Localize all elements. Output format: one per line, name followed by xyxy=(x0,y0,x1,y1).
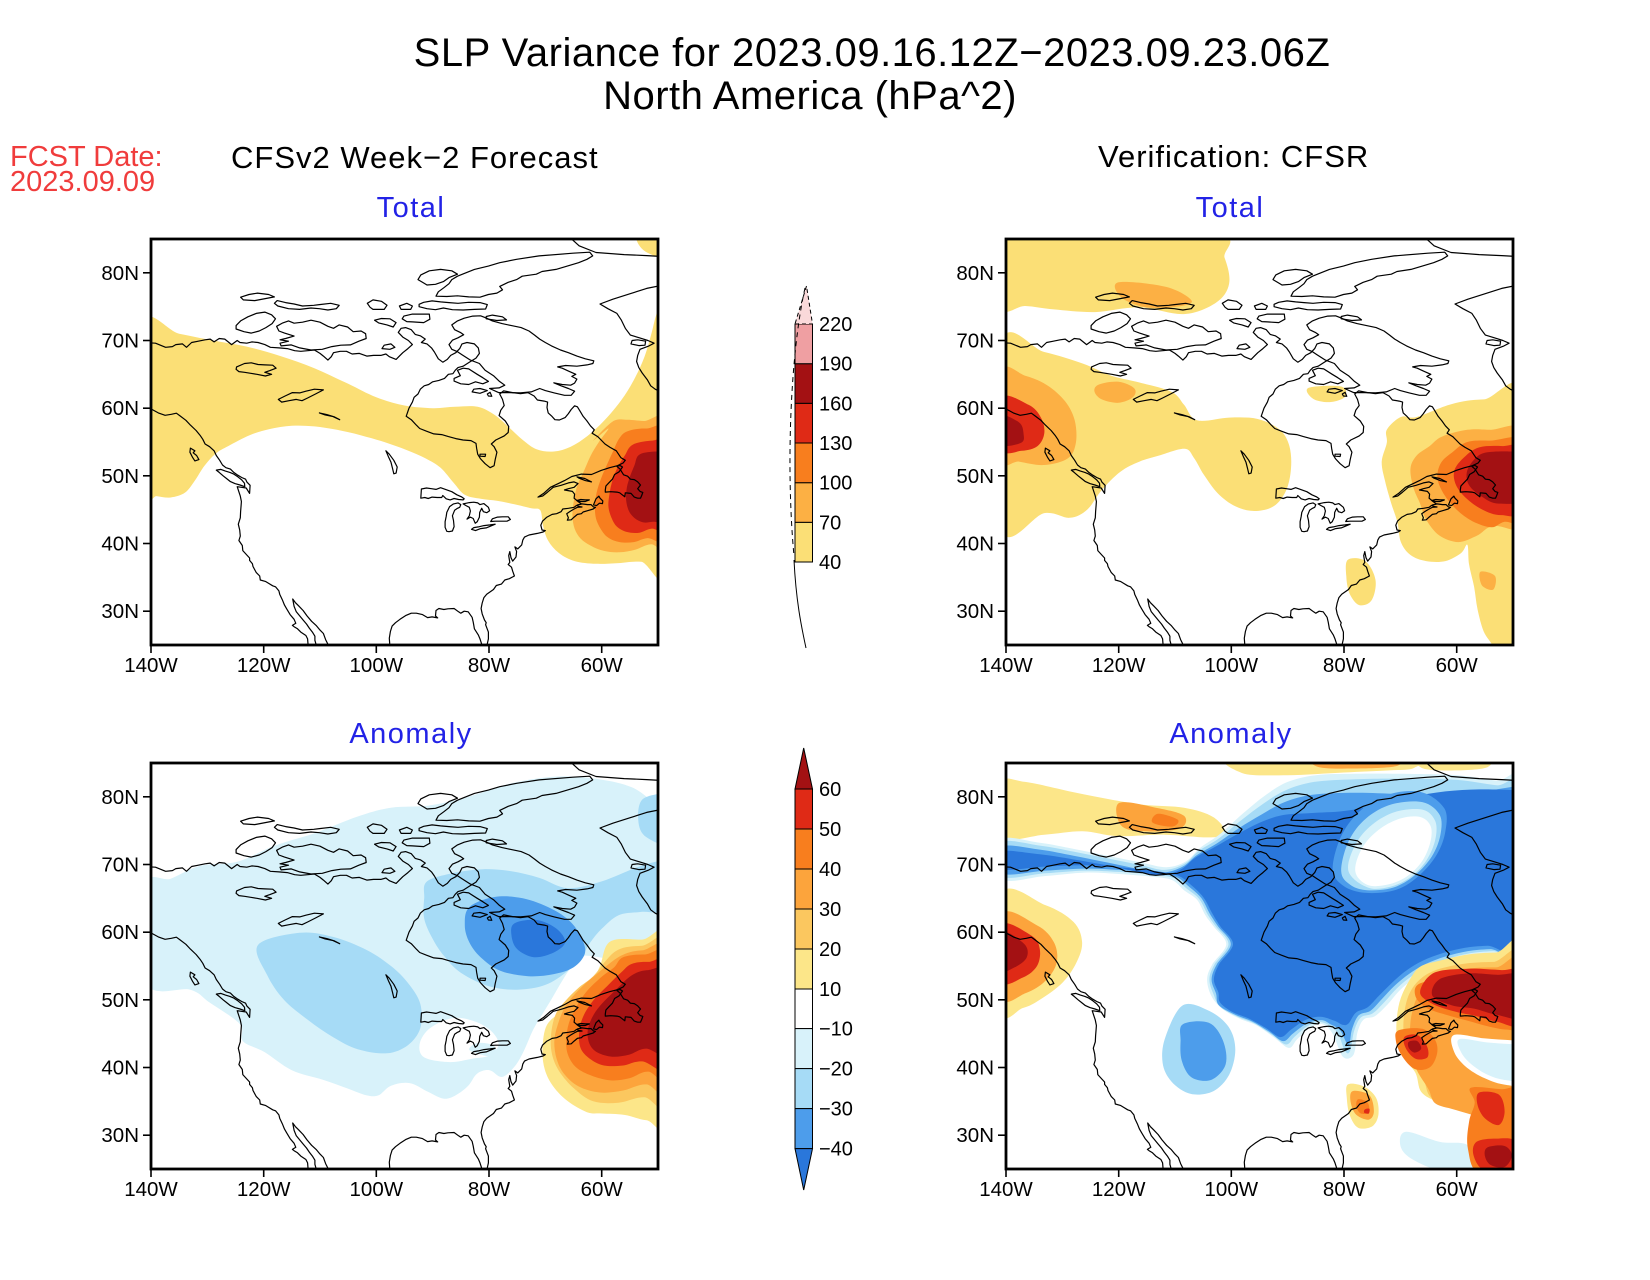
svg-text:70N: 70N xyxy=(101,330,139,353)
svg-text:160: 160 xyxy=(819,393,852,415)
svg-text:140W: 140W xyxy=(979,654,1033,677)
svg-text:140W: 140W xyxy=(124,1178,178,1201)
svg-text:140W: 140W xyxy=(979,1178,1033,1201)
svg-text:Verification: CFSR: Verification: CFSR xyxy=(1098,139,1369,174)
svg-text:220: 220 xyxy=(819,314,852,336)
svg-text:−30: −30 xyxy=(819,1099,853,1121)
svg-text:60W: 60W xyxy=(1436,654,1479,677)
svg-text:Total: Total xyxy=(377,192,446,224)
svg-text:80N: 80N xyxy=(956,786,994,809)
svg-text:60N: 60N xyxy=(956,397,994,420)
svg-text:40N: 40N xyxy=(101,1057,139,1080)
svg-text:100W: 100W xyxy=(1205,1178,1259,1201)
svg-text:60N: 60N xyxy=(956,921,994,944)
svg-text:−10: −10 xyxy=(819,1019,853,1041)
svg-text:40N: 40N xyxy=(956,1057,994,1080)
svg-text:2023.09.09: 2023.09.09 xyxy=(10,166,155,198)
svg-text:100: 100 xyxy=(819,473,852,495)
svg-text:100W: 100W xyxy=(350,654,404,677)
svg-text:30: 30 xyxy=(819,899,841,921)
svg-text:80W: 80W xyxy=(1323,1178,1366,1201)
svg-text:120W: 120W xyxy=(237,1178,291,1201)
svg-text:Anomaly: Anomaly xyxy=(349,718,472,750)
svg-text:40: 40 xyxy=(819,552,841,574)
svg-text:North America (hPa^2): North America (hPa^2) xyxy=(603,74,1017,118)
svg-text:CFSv2 Week−2 Forecast: CFSv2 Week−2 Forecast xyxy=(231,140,599,175)
svg-text:50N: 50N xyxy=(101,465,139,488)
svg-text:120W: 120W xyxy=(1092,1178,1146,1201)
svg-text:10: 10 xyxy=(819,979,841,1001)
svg-text:30N: 30N xyxy=(101,600,139,623)
svg-text:70: 70 xyxy=(819,512,841,534)
svg-text:60W: 60W xyxy=(581,654,624,677)
svg-text:SLP Variance for 2023.09.16.12: SLP Variance for 2023.09.16.12Z−2023.09.… xyxy=(414,31,1331,75)
svg-text:60N: 60N xyxy=(101,921,139,944)
svg-text:80W: 80W xyxy=(468,654,511,677)
svg-text:60W: 60W xyxy=(581,1178,624,1201)
svg-text:80W: 80W xyxy=(468,1178,511,1201)
svg-text:30N: 30N xyxy=(956,1124,994,1147)
svg-text:60W: 60W xyxy=(1436,1178,1479,1201)
svg-text:70N: 70N xyxy=(956,854,994,877)
svg-text:−20: −20 xyxy=(819,1059,853,1081)
svg-text:70N: 70N xyxy=(956,330,994,353)
svg-text:60: 60 xyxy=(819,779,841,801)
svg-text:FCST Date:: FCST Date: xyxy=(10,141,163,173)
svg-text:50: 50 xyxy=(819,819,841,841)
svg-text:30N: 30N xyxy=(101,1124,139,1147)
svg-text:60N: 60N xyxy=(101,397,139,420)
svg-text:130: 130 xyxy=(819,433,852,455)
svg-text:50N: 50N xyxy=(956,465,994,488)
svg-text:40N: 40N xyxy=(956,533,994,556)
svg-text:120W: 120W xyxy=(1092,654,1146,677)
svg-text:20: 20 xyxy=(819,939,841,961)
svg-text:Total: Total xyxy=(1196,192,1265,224)
svg-text:120W: 120W xyxy=(237,654,291,677)
svg-text:40: 40 xyxy=(819,859,841,881)
svg-text:80N: 80N xyxy=(101,262,139,285)
svg-text:140W: 140W xyxy=(124,654,178,677)
svg-text:Anomaly: Anomaly xyxy=(1169,718,1292,750)
svg-text:190: 190 xyxy=(819,354,852,376)
svg-text:70N: 70N xyxy=(101,854,139,877)
svg-text:100W: 100W xyxy=(1205,654,1259,677)
svg-text:80N: 80N xyxy=(956,262,994,285)
svg-text:80N: 80N xyxy=(101,786,139,809)
svg-text:30N: 30N xyxy=(956,600,994,623)
svg-text:50N: 50N xyxy=(101,989,139,1012)
svg-text:80W: 80W xyxy=(1323,654,1366,677)
svg-text:40N: 40N xyxy=(101,533,139,556)
svg-text:100W: 100W xyxy=(350,1178,404,1201)
svg-text:−40: −40 xyxy=(819,1139,853,1161)
svg-text:50N: 50N xyxy=(956,989,994,1012)
